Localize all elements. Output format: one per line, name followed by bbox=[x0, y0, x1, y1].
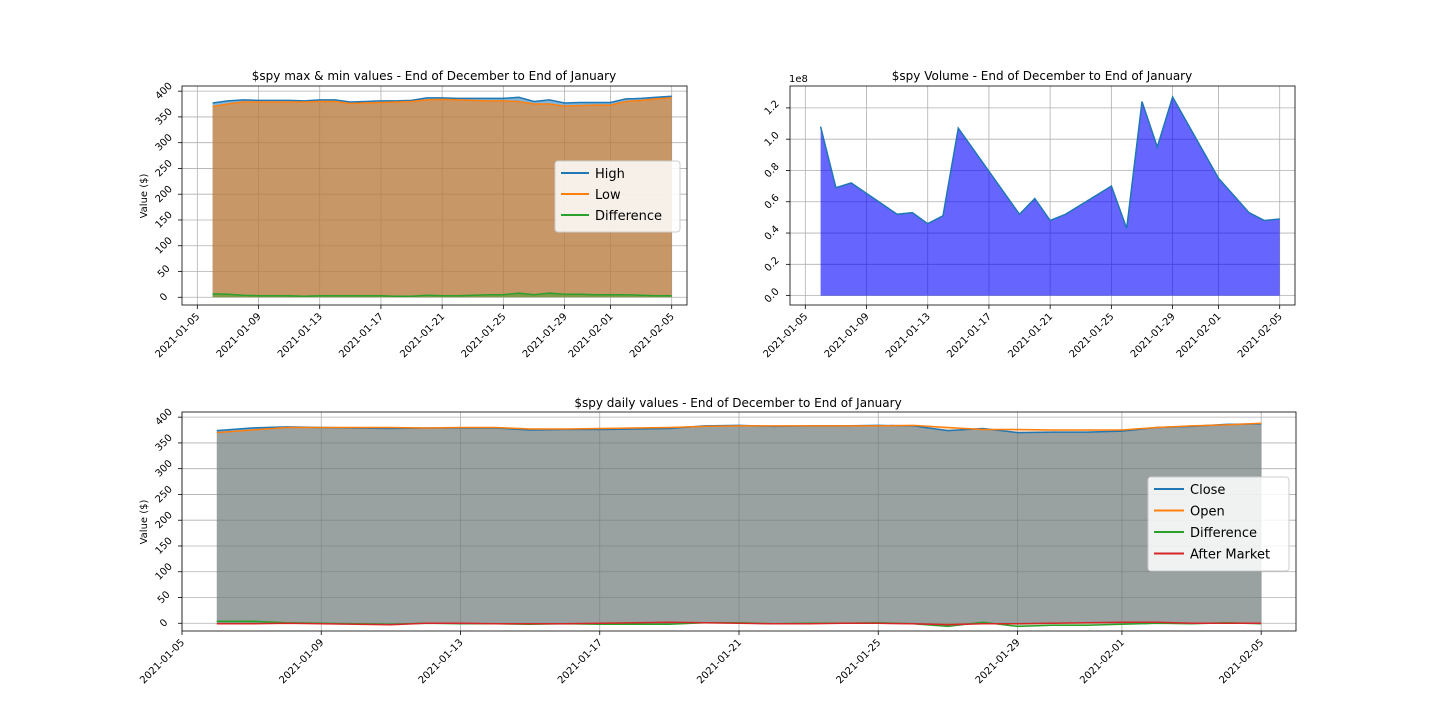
daily-after-market-line bbox=[216, 621, 1262, 626]
volume-axes-frame bbox=[789, 85, 1296, 306]
volume-x-tick-label: 2021-01-17 bbox=[945, 311, 994, 360]
volume-lines bbox=[819, 95, 1280, 229]
daily-open-area bbox=[216, 423, 1262, 624]
daily-y-tick-label: 200 bbox=[154, 510, 175, 531]
volume-volume-line bbox=[819, 95, 1280, 229]
max-min-y-tick-label: 50 bbox=[156, 263, 173, 280]
volume-x-tick-label: 2021-01-13 bbox=[884, 311, 933, 360]
max-min-difference-line bbox=[212, 292, 672, 297]
daily-y-tick-label: 150 bbox=[154, 536, 175, 557]
volume-areas bbox=[820, 97, 1280, 296]
daily-legend-close-label: Close bbox=[1190, 483, 1225, 498]
daily-y-tick-label: 400 bbox=[154, 407, 175, 428]
daily-legend-difference-label: Difference bbox=[1190, 526, 1257, 541]
daily-x-tick-label: 2021-02-01 bbox=[1078, 637, 1127, 686]
max-min-high-line bbox=[212, 95, 672, 104]
max-min-legend-low-label: Low bbox=[595, 188, 621, 203]
volume-x-tick-label: 2021-01-05 bbox=[762, 311, 811, 360]
daily-x-tick-label: 2021-01-05 bbox=[138, 637, 187, 686]
daily-x-tick-label: 2021-01-29 bbox=[974, 637, 1023, 686]
volume-y-tick-label: 0.8 bbox=[763, 161, 782, 180]
volume-y-tick-label: 0.2 bbox=[763, 255, 782, 274]
daily-open-line bbox=[216, 422, 1262, 434]
daily-legend-after-market-label: After Market bbox=[1190, 548, 1270, 563]
volume-x-tick-label: 2021-02-01 bbox=[1175, 311, 1224, 360]
volume-y-tick-label: 1.0 bbox=[763, 130, 782, 149]
max-min-chart: $spy max & min values - End of December … bbox=[139, 69, 688, 360]
volume-x-tick-label: 2021-01-09 bbox=[823, 311, 872, 360]
daily-legend-open-label: Open bbox=[1190, 505, 1225, 520]
max-min-legend: High Low Difference bbox=[554, 160, 681, 233]
max-min-y-tick-label: 300 bbox=[154, 132, 175, 153]
volume-x-tick-label: 2021-01-25 bbox=[1068, 311, 1117, 360]
daily-x-tick-label: 2021-01-17 bbox=[556, 637, 605, 686]
daily-close-area bbox=[216, 423, 1262, 624]
max-min-legend-high-label: High bbox=[595, 167, 625, 182]
max-min-y-tick-label: 100 bbox=[154, 235, 175, 256]
max-min-low-line bbox=[212, 97, 672, 108]
max-min-chart-ylabel: Value ($) bbox=[139, 174, 150, 219]
max-min-x-tick-label: 2021-01-21 bbox=[398, 311, 447, 360]
daily-lines bbox=[216, 422, 1262, 628]
max-min-low-area bbox=[212, 97, 672, 298]
max-min-y-tick-label: 350 bbox=[154, 107, 175, 128]
daily-y-tick-label: 50 bbox=[156, 589, 173, 606]
volume-y-tick-label: 0.4 bbox=[763, 224, 782, 243]
volume-y-tick-label: 1.2 bbox=[763, 99, 782, 118]
daily-y-tick-label: 300 bbox=[154, 458, 175, 479]
daily-x-tick-label: 2021-01-21 bbox=[695, 637, 744, 686]
volume-x-tick-label: 2021-01-21 bbox=[1006, 311, 1055, 360]
max-min-y-tick-label: 0 bbox=[158, 291, 170, 303]
volume-y-tick-label: 0.0 bbox=[763, 286, 782, 305]
max-min-x-tick-label: 2021-02-01 bbox=[567, 311, 616, 360]
daily-y-tick-label: 250 bbox=[154, 484, 175, 505]
daily-y-tick-label: 100 bbox=[154, 561, 175, 582]
volume-volume-area bbox=[820, 97, 1280, 296]
max-min-axes-frame bbox=[181, 85, 688, 306]
volume-x-tick-label: 2021-01-29 bbox=[1129, 311, 1178, 360]
daily-legend: Close Open Difference After Market bbox=[1147, 476, 1290, 572]
max-min-y-tick-label: 250 bbox=[154, 158, 175, 179]
daily-x-tick-label: 2021-02-05 bbox=[1217, 637, 1266, 686]
volume-x-tick-label: 2021-02-05 bbox=[1236, 311, 1285, 360]
max-min-x-tick-label: 2021-01-17 bbox=[337, 311, 386, 360]
max-min-y-tick-label: 400 bbox=[154, 81, 175, 102]
daily-x-tick-label: 2021-01-13 bbox=[417, 637, 466, 686]
max-min-y-tick-label: 200 bbox=[154, 184, 175, 205]
max-min-x-tick-label: 2021-01-25 bbox=[460, 311, 509, 360]
volume-offset-label: 1e8 bbox=[789, 74, 808, 85]
daily-y-tick-label: 0 bbox=[158, 617, 170, 629]
daily-x-tick-label: 2021-01-25 bbox=[834, 637, 883, 686]
daily-legend-box bbox=[1147, 476, 1290, 572]
max-min-areas bbox=[212, 96, 672, 298]
daily-areas bbox=[216, 423, 1262, 627]
daily-values-chart-title: $spy daily values - End of December to E… bbox=[574, 396, 901, 410]
volume-chart: $spy Volume - End of December to End of … bbox=[762, 69, 1296, 360]
max-min-x-tick-label: 2021-01-29 bbox=[521, 311, 570, 360]
max-min-x-tick-label: 2021-01-13 bbox=[276, 311, 325, 360]
max-min-chart-title: $spy max & min values - End of December … bbox=[252, 69, 616, 83]
max-min-lines bbox=[212, 95, 672, 297]
daily-axes-frame bbox=[181, 411, 1297, 632]
daily-x-tick-label: 2021-01-09 bbox=[277, 637, 326, 686]
max-min-x-tick-label: 2021-01-05 bbox=[154, 311, 203, 360]
daily-values-chart-ylabel: Value ($) bbox=[139, 500, 150, 545]
daily-y-tick-label: 350 bbox=[154, 433, 175, 454]
volume-y-tick-label: 0.6 bbox=[763, 192, 782, 211]
max-min-y-tick-label: 150 bbox=[154, 210, 175, 231]
max-min-x-tick-label: 2021-01-09 bbox=[215, 311, 264, 360]
max-min-legend-difference-label: Difference bbox=[595, 209, 662, 224]
volume-chart-title: $spy Volume - End of December to End of … bbox=[892, 69, 1192, 83]
max-min-x-tick-label: 2021-02-05 bbox=[628, 311, 677, 360]
daily-values-chart: $spy daily values - End of December to E… bbox=[138, 396, 1297, 686]
